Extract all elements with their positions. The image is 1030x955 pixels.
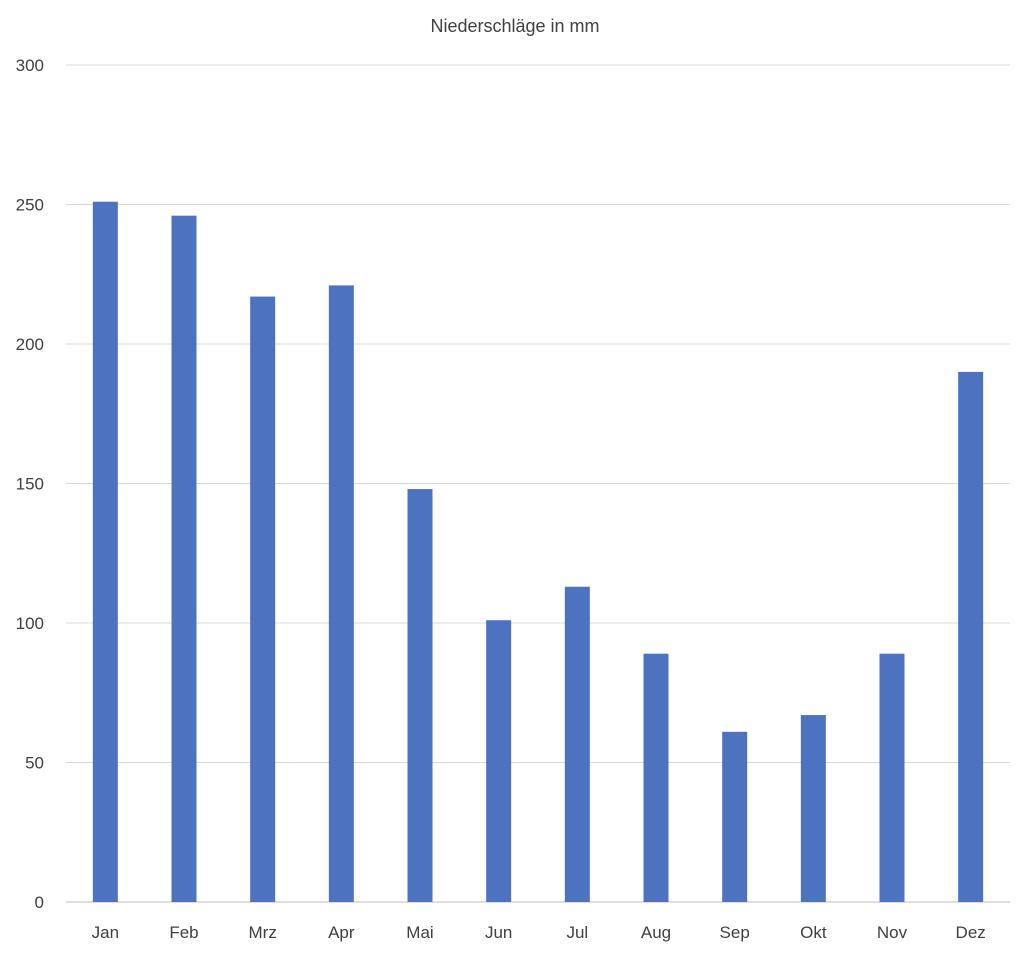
bar-aug xyxy=(643,653,669,902)
y-tick-label: 250 xyxy=(16,196,44,215)
x-tick-label: Feb xyxy=(169,923,198,942)
bar-okt xyxy=(800,715,826,902)
x-tick-label: Aug xyxy=(641,923,671,942)
x-tick-label: Jul xyxy=(566,923,588,942)
bar-mai xyxy=(407,489,433,902)
bar-jun xyxy=(486,620,512,902)
x-tick-label: Jan xyxy=(92,923,119,942)
bar-apr xyxy=(328,285,354,902)
x-tick-label: Jun xyxy=(485,923,512,942)
gridlines xyxy=(66,64,1010,903)
x-tick-label: Apr xyxy=(328,923,355,942)
x-axis-ticks: Jan Feb Mrz Apr Mai Jun Jul Aug Sep Okt Nov Dez xyxy=(92,923,986,942)
y-tick-label: 50 xyxy=(25,754,44,773)
bar-nov xyxy=(879,653,905,902)
y-tick-label: 200 xyxy=(16,335,44,354)
x-tick-label: Okt xyxy=(800,923,827,942)
x-tick-label: Nov xyxy=(877,923,908,942)
x-tick-label: Sep xyxy=(720,923,750,942)
y-tick-label: 0 xyxy=(35,893,44,912)
x-tick-label: Dez xyxy=(956,923,986,942)
x-tick-label: Mai xyxy=(406,923,433,942)
bar-jan xyxy=(92,201,118,902)
bar-jul xyxy=(564,586,590,902)
y-tick-label: 100 xyxy=(16,614,44,633)
bar-mrz xyxy=(250,296,276,902)
chart-title: Niederschläge in mm xyxy=(430,16,600,36)
bar-feb xyxy=(171,215,197,902)
bar-sep xyxy=(722,731,748,902)
bar-dez xyxy=(958,371,984,902)
bars xyxy=(92,201,984,902)
y-tick-label: 300 xyxy=(16,56,44,75)
x-tick-label: Mrz xyxy=(249,923,277,942)
y-tick-label: 150 xyxy=(16,475,44,494)
y-axis-ticks: 0 50 100 150 200 250 300 xyxy=(16,56,44,912)
